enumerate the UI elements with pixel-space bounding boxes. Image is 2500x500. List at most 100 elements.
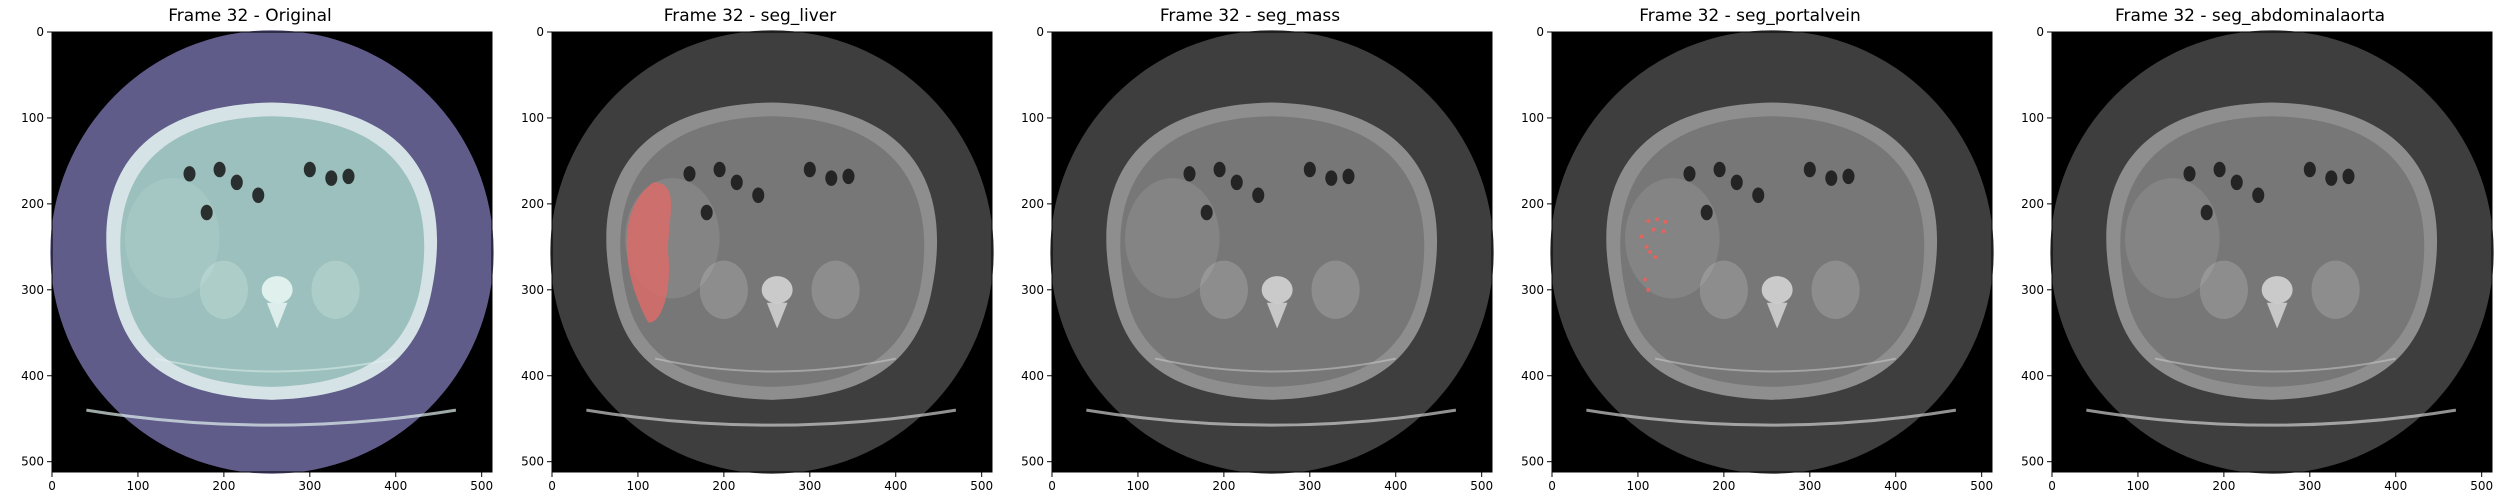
x-tick-label: 100 [126,479,149,493]
scanner-table [2086,408,2457,427]
bowel-gas [213,161,226,178]
x-tick-label: 100 [626,479,649,493]
y-tick-label: 200 [21,197,44,211]
x-tick-label: 200 [1712,479,1735,493]
portalvein-segmentation-point [1654,217,1659,222]
bowel-gas [1700,204,1713,221]
scanner-table [586,408,957,427]
vertebra [1261,276,1293,304]
bowel-gas [325,170,338,186]
y-tick-label: 400 [2021,369,2044,383]
y-tick-label: 400 [521,369,544,383]
liver-region [1125,178,1220,299]
bowel-gas [713,161,726,178]
panel-seg-abdominalaorta: Frame 32 - seg_abdominalaorta 0 100 200 300… [2000,0,2500,500]
x-tick-label: 0 [548,479,556,493]
right-kidney [1199,260,1248,320]
scanner-table [1586,408,1957,427]
back-muscle-contour [154,357,396,373]
left-kidney [2311,260,2360,320]
x-tick-label: 500 [470,479,493,493]
bowel-gas [752,187,765,204]
bowel-gas [1730,174,1743,191]
x-tick-label: 400 [1884,479,1907,493]
bowel-gas [683,166,696,182]
y-tick-label: 400 [21,369,44,383]
portalvein-segmentation-point [1651,227,1656,232]
x-tick-label: 300 [1298,479,1321,493]
axes-frame [1551,31,1993,473]
bowel-gas [230,174,243,191]
liver-region [125,178,220,299]
back-muscle-contour [2154,357,2396,373]
bowel-gas [730,174,743,191]
right-kidney [699,260,748,320]
y-tick-label: 200 [2021,197,2044,211]
bowel-gas [1842,168,1855,185]
bowel-gas [2230,174,2243,191]
axes-frame [51,31,493,473]
y-tick-label: 300 [21,283,44,297]
bowel-gas [825,170,838,186]
vertebra [261,276,293,304]
scanner-table [86,408,457,427]
portalvein-segmentation-point [1653,255,1658,260]
back-muscle-contour [1154,357,1396,373]
panel-seg-liver: Frame 32 - seg_liver 0 100 200 300 400 500 0 10… [500,0,1000,500]
portalvein-segmentation-point [1646,219,1651,224]
x-tick-label: 400 [884,479,907,493]
axes-frame [551,31,993,473]
spinous-process [1766,302,1788,329]
ct-slice-image: 0 100 200 300 400 500 0 100 200 300 400 500 [1521,25,1994,493]
bowel-gas [2183,166,2196,182]
bowel-gas [1752,187,1765,204]
liver-region [1625,178,1720,299]
y-tick-label: 0 [1536,25,1544,39]
left-kidney [1811,260,1860,320]
left-kidney [311,260,360,320]
ct-slice-image: 0 100 200 300 400 500 0 100 200 300 400 500 [2021,25,2494,493]
portalvein-segmentation-point [1661,229,1666,234]
bowel-gas [303,161,316,178]
panel-original: Frame 32 - Original 0 100 200 300 400 500 0 100… [0,0,500,500]
bowel-gas [342,168,355,185]
spinous-process [766,302,788,329]
bowel-gas [1230,174,1243,191]
y-tick-label: 100 [2021,111,2044,125]
x-tick-label: 500 [1470,479,1493,493]
y-tick-label: 200 [1021,197,1044,211]
liver-region [2125,178,2220,299]
x-tick-label: 500 [1970,479,1993,493]
y-tick-label: 400 [1521,369,1544,383]
portalvein-segmentation-point [1644,244,1649,249]
panel-title: Frame 32 - seg_portalvein [1639,6,1861,26]
x-tick-label: 0 [1548,479,1556,493]
back-muscle-contour [1654,357,1896,373]
portalvein-segmentation-point [1647,250,1652,254]
y-tick-label: 500 [21,455,44,469]
bowel-gas [2303,161,2316,178]
y-tick-label: 0 [2036,25,2044,39]
panel-title: Frame 32 - seg_liver [663,6,837,26]
bowel-gas [803,161,816,178]
x-tick-label: 200 [1212,479,1235,493]
vertebra [2261,276,2293,304]
x-tick-label: 200 [712,479,735,493]
bowel-gas [1303,161,1316,178]
bowel-gas [1342,168,1355,185]
bowel-gas [1713,161,1726,178]
bowel-gas [1825,170,1838,186]
x-tick-label: 100 [1126,479,1149,493]
panel-title: Frame 32 - seg_abdominalaorta [2114,6,2386,26]
x-tick-label: 300 [298,479,321,493]
panel-title: Frame 32 - Original [168,6,332,26]
x-tick-label: 500 [2470,479,2493,493]
axes-frame [2051,31,2493,473]
spinous-process [1266,302,1288,329]
axes-frame [1051,31,1493,473]
bowel-gas [1213,161,1226,178]
y-tick-label: 0 [1036,25,1044,39]
bowel-gas [183,166,196,182]
x-tick-label: 100 [2126,479,2149,493]
y-tick-label: 100 [1021,111,1044,125]
